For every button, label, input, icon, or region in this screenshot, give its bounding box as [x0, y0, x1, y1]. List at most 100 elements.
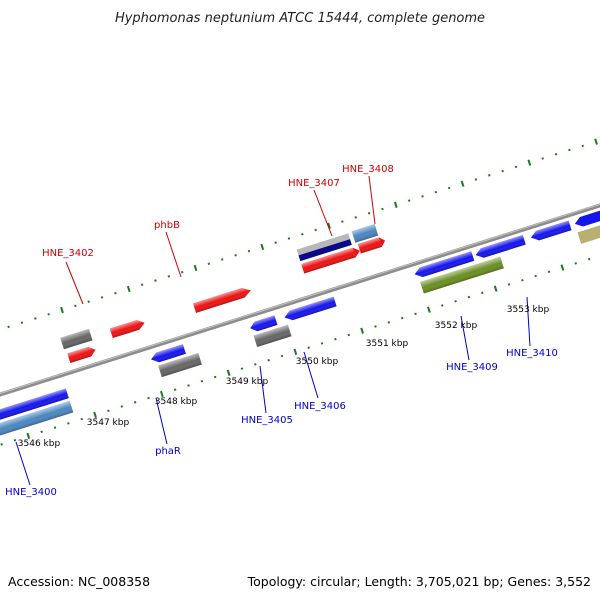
gene-hne-3409[interactable]: [413, 251, 475, 279]
leader-hne-3405: [259, 365, 267, 414]
minor-tick: [0, 443, 3, 446]
gene-arrow-shade: [151, 344, 186, 363]
minor-tick: [347, 333, 351, 337]
major-tick: [126, 285, 131, 293]
gene-steelblue-lower-shade: [0, 400, 74, 437]
minor-tick: [534, 274, 537, 278]
minor-tick: [568, 148, 571, 152]
gene-steelblue-shade: [351, 224, 379, 243]
kbp-label: 3551 kbp: [366, 339, 409, 349]
gene-arrow-shade: [414, 251, 475, 278]
gene-hne-3406[interactable]: [283, 296, 337, 322]
minor-tick: [207, 262, 211, 265]
label-hne-3402: HNE_3402: [42, 248, 94, 259]
major-tick: [260, 243, 265, 251]
minor-tick: [47, 312, 50, 316]
gene-gray-lower-shade: [158, 353, 202, 378]
gene-phbb[interactable]: [193, 286, 252, 313]
gene-arrow-shade: [193, 287, 251, 313]
minor-tick: [501, 169, 504, 173]
minor-tick: [481, 291, 484, 295]
gene-navy[interactable]: [298, 239, 352, 262]
minor-tick: [74, 304, 77, 308]
minor-tick: [220, 258, 224, 261]
gene-hne-3408[interactable]: [357, 236, 387, 254]
gene-hne-3401[interactable]: [67, 345, 97, 363]
minor-tick: [34, 317, 37, 320]
gene-tan[interactable]: [577, 220, 600, 244]
minor-tick: [100, 296, 104, 299]
gene-silver[interactable]: [296, 233, 351, 256]
minor-tick: [421, 195, 424, 198]
leader-hne-3406: [303, 351, 319, 399]
gene-arrow-shade: [67, 346, 96, 363]
minor-tick: [140, 283, 144, 287]
minor-tick: [507, 283, 511, 286]
leader-phar: [155, 397, 168, 445]
minor-tick: [267, 358, 270, 362]
major-tick: [226, 369, 231, 377]
major-tick: [93, 411, 97, 419]
gene-hne-3411[interactable]: [529, 220, 572, 243]
gene-gray-shade: [60, 328, 93, 350]
reverse-tick-row: [0, 257, 591, 446]
minor-tick: [187, 384, 190, 387]
gene-arrow-shade: [530, 220, 572, 241]
label-hne-3406: HNE_3406: [294, 401, 346, 412]
kbp-label: 3548 kbp: [155, 397, 198, 407]
genome-track: [0, 138, 600, 453]
gene-arrow-tip: [378, 237, 386, 247]
leader-hne-3410: [526, 296, 531, 347]
label-hne-3408: HNE_3408: [342, 164, 394, 175]
major-tick: [193, 264, 198, 272]
gene-hne-3405[interactable]: [249, 315, 278, 333]
minor-tick: [541, 157, 544, 160]
kbp-label: 3550 kbp: [296, 357, 339, 367]
gene-hne-3412[interactable]: [573, 208, 600, 229]
minor-tick: [40, 430, 43, 434]
major-tick: [327, 222, 331, 229]
minor-tick: [447, 186, 451, 190]
minor-tick: [547, 270, 551, 274]
minor-tick: [454, 300, 457, 303]
leader-phbb: [165, 231, 182, 278]
map-title: Hyphomonas neptunium ATCC 15444, complet…: [115, 11, 485, 26]
genome-backbone-highlight: [0, 148, 600, 450]
genome-backbone: [0, 147, 600, 453]
minor-tick: [334, 337, 337, 341]
kbp-label: 3547 kbp: [87, 418, 130, 428]
minor-tick: [7, 325, 10, 329]
major-tick: [460, 180, 465, 187]
gene-hne-3402[interactable]: [109, 318, 146, 339]
gene-phar[interactable]: [150, 344, 186, 364]
minor-tick: [13, 438, 17, 442]
minor-tick: [381, 207, 384, 211]
gene-arrow-shade: [109, 320, 145, 339]
minor-tick: [488, 174, 491, 177]
gene-hne-3400[interactable]: [0, 388, 69, 423]
major-tick: [60, 306, 64, 314]
minor-tick: [341, 220, 344, 223]
gene-hne-3410[interactable]: [474, 235, 526, 260]
minor-tick: [521, 278, 524, 282]
minor-tick: [87, 300, 90, 303]
gene-arrow-shade: [250, 315, 278, 332]
minor-tick: [374, 325, 377, 328]
gene-hne-3407[interactable]: [301, 246, 361, 274]
minor-tick: [314, 228, 317, 232]
minor-tick: [467, 295, 471, 299]
label-hne-3400: HNE_3400: [5, 487, 57, 498]
minor-tick: [514, 165, 518, 169]
leader-hne-3409: [460, 315, 470, 361]
minor-tick: [107, 409, 110, 412]
label-phar: phaR: [155, 446, 181, 457]
gene-arrow-shade: [284, 296, 337, 321]
major-tick: [493, 285, 498, 292]
kbp-label: 3553 kbp: [507, 305, 550, 315]
minor-tick: [53, 426, 57, 429]
forward-label-leaders: [65, 175, 376, 305]
minor-tick: [154, 279, 157, 282]
minor-tick: [581, 144, 584, 148]
minor-tick: [114, 291, 117, 295]
